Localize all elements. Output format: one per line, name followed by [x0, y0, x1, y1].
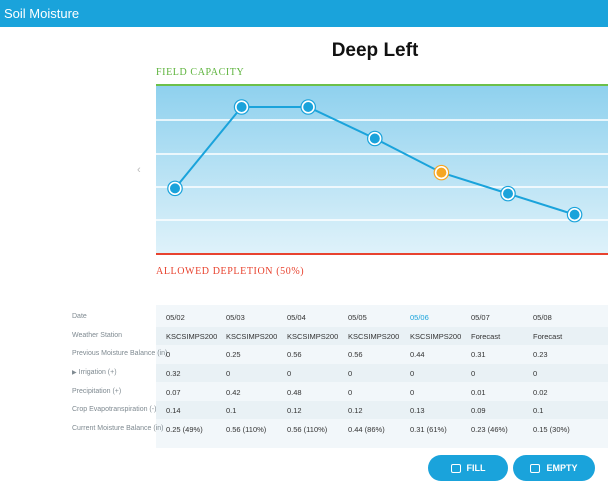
- data-point[interactable]: [301, 100, 316, 114]
- cell-precipitation: 0: [410, 388, 415, 397]
- row-label-date: Date: [72, 313, 87, 320]
- row-label-text: Crop Evapotranspiration (-): [72, 406, 157, 413]
- cell-current-balance: 0.56 (110%): [226, 425, 267, 434]
- cell-crop-et: 0.1: [226, 406, 237, 415]
- row-label-irrigation[interactable]: ▶ Irrigation (+): [72, 369, 117, 376]
- cell-irrigation: 0: [287, 369, 292, 378]
- row-label-weather-station: Weather Station: [72, 332, 122, 339]
- cell-date[interactable]: 05/08: [533, 313, 552, 322]
- row-label-text: Current Moisture Balance (in): [72, 425, 164, 432]
- data-point-ring: [233, 99, 250, 115]
- cell-date[interactable]: 05/03: [226, 313, 245, 322]
- fill-button-label: FILL: [466, 463, 486, 473]
- cell-date[interactable]: 05/05: [348, 313, 367, 322]
- allowed-depletion-label: ALLOWED DEPLETION (50%): [156, 266, 305, 277]
- cell-weather-station: KSCSIMPS200: [410, 332, 462, 341]
- cell-current-balance: 0.56 (110%): [287, 425, 328, 434]
- row-label-text: Precipitation (+): [72, 388, 122, 395]
- cell-previous-balance: 0.25: [226, 350, 241, 359]
- row-label-crop-et: Crop Evapotranspiration (-): [72, 406, 156, 413]
- row-label-text: Weather Station: [72, 332, 123, 339]
- series-line: [174, 106, 575, 216]
- cell-weather-station: Forecast: [471, 332, 501, 341]
- row-label-text: Previous Moisture Balance (in): [72, 350, 168, 357]
- table-row-stripe: [156, 401, 608, 419]
- cell-current-balance: 0.15 (30%): [533, 425, 570, 434]
- cell-previous-balance: 0: [166, 350, 171, 359]
- data-point-selected[interactable]: [434, 165, 449, 180]
- cell-weather-station: KSCSIMPS200: [226, 332, 278, 341]
- cell-irrigation: 0: [410, 369, 415, 378]
- cell-current-balance: 0.44 (86%): [348, 425, 385, 434]
- field-capacity-line: [156, 84, 608, 86]
- cell-irrigation: 0.32: [166, 369, 181, 378]
- fill-button[interactable]: FILL: [428, 455, 508, 481]
- row-label-previous-balance: Previous Moisture Balance (in): [72, 350, 167, 357]
- cell-crop-et: 0.12: [287, 406, 302, 415]
- cell-precipitation: 0.01: [471, 388, 486, 397]
- table-row-stripe: [156, 327, 608, 345]
- cell-crop-et: 0.14: [166, 406, 181, 415]
- cell-previous-balance: 0.56: [348, 350, 363, 359]
- cell-date[interactable]: 05/07: [471, 313, 490, 322]
- cell-crop-et: 0.1: [533, 406, 544, 415]
- cell-weather-station: KSCSIMPS200: [348, 332, 400, 341]
- cell-irrigation: 0: [226, 369, 231, 378]
- cell-crop-et: 0.12: [348, 406, 363, 415]
- data-point[interactable]: [567, 207, 582, 222]
- cell-current-balance: 0.23 (46%): [471, 425, 508, 434]
- data-point-ring: [300, 99, 316, 115]
- chat-icon: [530, 463, 541, 473]
- empty-button[interactable]: EMPTY: [513, 455, 595, 481]
- empty-button-label: EMPTY: [546, 463, 578, 473]
- data-point-ring: [500, 185, 516, 202]
- data-point[interactable]: [501, 186, 515, 201]
- chart-title: Deep Left: [331, 40, 419, 61]
- cell-previous-balance: 0.56: [287, 350, 302, 359]
- table-row-stripe: [156, 364, 608, 382]
- cell-date[interactable]: 05/04: [287, 313, 306, 322]
- expand-icon[interactable]: ▶: [72, 370, 77, 376]
- cell-weather-station: KSCSIMPS200: [287, 332, 339, 341]
- cell-date[interactable]: 05/02: [166, 313, 185, 322]
- row-label-current-balance: Current Moisture Balance (in): [72, 425, 163, 432]
- app-header: Soil Moisture: [0, 0, 608, 27]
- calendar-icon: [450, 463, 461, 473]
- data-point-ring: [167, 180, 183, 197]
- prev-arrow-icon[interactable]: ‹: [137, 164, 141, 176]
- data-point[interactable]: [367, 131, 382, 146]
- app-title: Soil Moisture: [4, 6, 80, 21]
- cell-irrigation: 0: [533, 369, 538, 378]
- data-point[interactable]: [234, 100, 249, 114]
- cell-previous-balance: 0.44: [410, 350, 425, 359]
- cell-precipitation: 0.48: [287, 388, 302, 397]
- cell-current-balance: 0.25 (49%): [166, 425, 203, 434]
- data-point-ring: [366, 130, 383, 147]
- cell-precipitation: 0.42: [226, 388, 241, 397]
- data-point-ring: [566, 206, 583, 223]
- field-capacity-label: FIELD CAPACITY: [156, 67, 245, 78]
- cell-irrigation: 0: [348, 369, 353, 378]
- data-point-ring: [433, 164, 450, 181]
- cell-crop-et: 0.09: [471, 406, 486, 415]
- cell-date[interactable]: 05/06: [410, 313, 429, 322]
- data-point[interactable]: [168, 181, 182, 196]
- cell-previous-balance: 0.31: [471, 350, 486, 359]
- chart-area: [156, 86, 608, 254]
- cell-irrigation: 0: [471, 369, 476, 378]
- cell-crop-et: 0.13: [410, 406, 425, 415]
- cell-weather-station: Forecast: [533, 332, 563, 341]
- cell-precipitation: 0.07: [166, 388, 181, 397]
- row-label-text: Irrigation (+): [78, 369, 117, 376]
- cell-weather-station: KSCSIMPS200: [166, 332, 218, 341]
- row-label-precipitation: Precipitation (+): [72, 388, 121, 395]
- row-label-text: Date: [72, 313, 87, 320]
- cell-previous-balance: 0.23: [533, 350, 548, 359]
- allowed-depletion-line: [156, 253, 608, 255]
- cell-precipitation: 0: [348, 388, 353, 397]
- cell-precipitation: 0.02: [533, 388, 548, 397]
- cell-current-balance: 0.31 (61%): [410, 425, 447, 434]
